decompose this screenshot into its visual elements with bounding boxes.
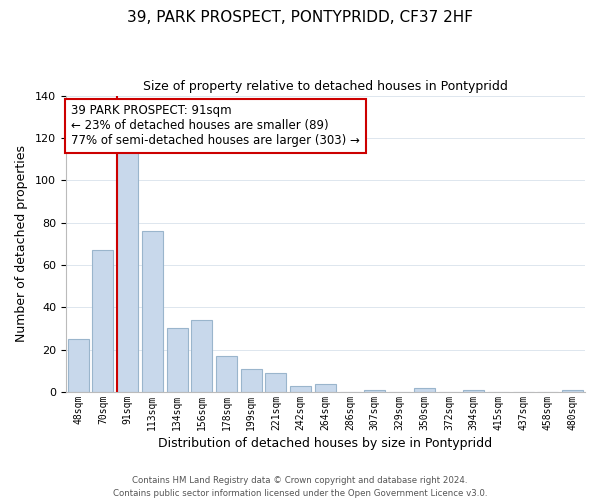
Text: 39, PARK PROSPECT, PONTYPRIDD, CF37 2HF: 39, PARK PROSPECT, PONTYPRIDD, CF37 2HF — [127, 10, 473, 25]
Title: Size of property relative to detached houses in Pontypridd: Size of property relative to detached ho… — [143, 80, 508, 93]
Bar — [167, 328, 188, 392]
Bar — [414, 388, 435, 392]
Bar — [290, 386, 311, 392]
X-axis label: Distribution of detached houses by size in Pontypridd: Distribution of detached houses by size … — [158, 437, 493, 450]
Bar — [68, 339, 89, 392]
Bar — [142, 231, 163, 392]
Bar — [315, 384, 336, 392]
Bar — [216, 356, 237, 392]
Bar — [364, 390, 385, 392]
Text: Contains HM Land Registry data © Crown copyright and database right 2024.
Contai: Contains HM Land Registry data © Crown c… — [113, 476, 487, 498]
Bar — [265, 373, 286, 392]
Bar — [562, 390, 583, 392]
Bar — [241, 368, 262, 392]
Bar — [463, 390, 484, 392]
Bar — [92, 250, 113, 392]
Bar — [117, 142, 138, 392]
Y-axis label: Number of detached properties: Number of detached properties — [15, 146, 28, 342]
Text: 39 PARK PROSPECT: 91sqm
← 23% of detached houses are smaller (89)
77% of semi-de: 39 PARK PROSPECT: 91sqm ← 23% of detache… — [71, 104, 360, 148]
Bar — [191, 320, 212, 392]
